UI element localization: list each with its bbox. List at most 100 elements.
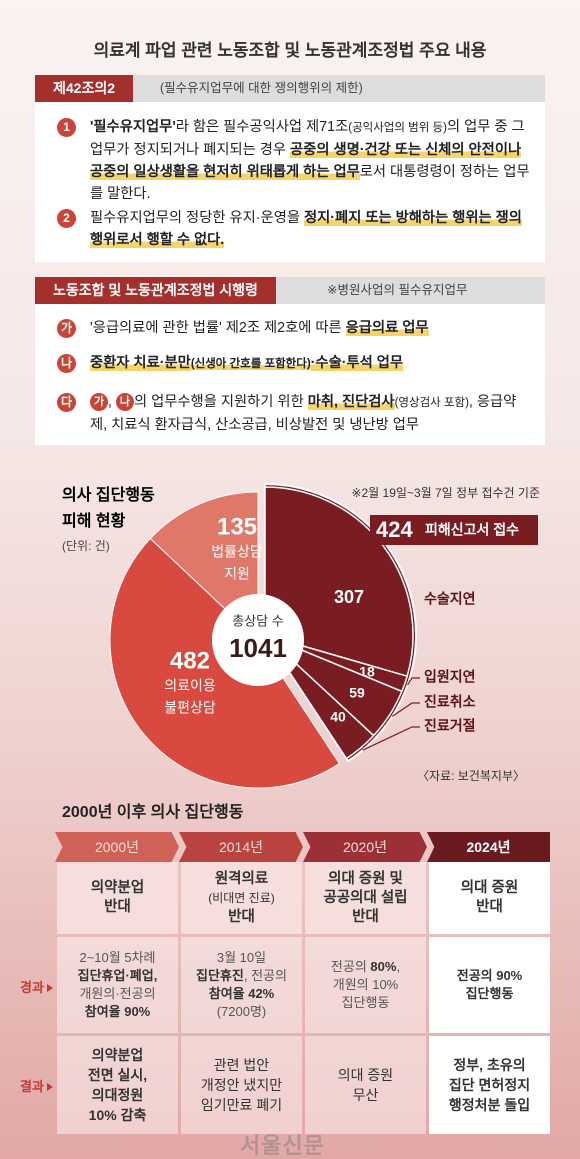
text-run: , 응급약제, 치료식 환자급식, 산소공급, 비상발전 및 냉난방 업무 bbox=[90, 394, 517, 433]
law-box: 제42조의2 (필수유지업무에 대한 쟁의행위의 제한) 1 '필수유지업무'라 … bbox=[35, 75, 545, 262]
slice-name: 진료취소 bbox=[424, 694, 476, 710]
chart-title: 피해 현황 bbox=[62, 511, 126, 530]
cell-line: 의대정원 bbox=[91, 1087, 144, 1103]
slice-value: 135 bbox=[217, 513, 257, 540]
cell-line: 정부, 초유의 bbox=[453, 1057, 526, 1073]
item-marker: 1 bbox=[57, 118, 76, 137]
decree-box: 노동조합 및 노동관계조정법 시행령 ※병원사업의 필수유지업무 가 '응급의료에… bbox=[35, 277, 545, 445]
text-run: 의 업무수행을 지원하기 위한 bbox=[133, 394, 308, 410]
cell-line: 반대 bbox=[352, 908, 379, 925]
decree-item: 가 '응급의료에 관한 법률' 제2조 제2호에 따른 응급의료 업무 bbox=[57, 317, 530, 339]
law-caption: (필수유지업무에 대한 쟁의행위의 제한) bbox=[160, 81, 363, 95]
cell-line: 집단행동 bbox=[465, 986, 514, 1001]
leader-line bbox=[391, 702, 420, 717]
year-header: 2020년 bbox=[303, 832, 427, 862]
group-value: 424 bbox=[376, 517, 413, 542]
center-circle bbox=[212, 594, 304, 686]
text-run: 중환자 치료·분만 bbox=[90, 355, 191, 371]
law-tag: 제42조의2 bbox=[35, 75, 133, 102]
item-marker: 다 bbox=[57, 393, 76, 412]
inline-marker: 가 bbox=[90, 393, 108, 411]
item-marker: 2 bbox=[57, 209, 76, 228]
text-run: 집단휴진 bbox=[196, 968, 244, 983]
slice-value: 40 bbox=[330, 709, 346, 725]
cell-line: 반대 bbox=[476, 899, 503, 915]
cell-line: (비대면 진료) bbox=[208, 890, 275, 905]
cell-line: 의약분업 bbox=[91, 1047, 144, 1063]
decree-item: 나 중환자 치료·분만(신생아 간호를 포함한다)·수술·투석 업무 bbox=[57, 352, 530, 375]
text-run: 로서 대통령령이 정하는 업무를 말한다. bbox=[90, 164, 530, 202]
unit-label: (단위: 건) bbox=[62, 539, 110, 553]
result-cell: 의약분업 전면 실시, 의대정원 10% 감축 bbox=[57, 1036, 178, 1134]
total-value: 1041 bbox=[229, 633, 287, 663]
text-run: (신생아 간호를 포함한다) bbox=[190, 358, 311, 370]
cell-line: 반대 bbox=[104, 899, 131, 915]
row-label: 결과 bbox=[20, 1076, 53, 1095]
pie-chart: 의사 집단행동 피해 현황 (단위: 건) ※2월 19일~3월 7일 정부 접… bbox=[62, 482, 540, 789]
cell-line: 3월 10일 bbox=[216, 950, 267, 965]
group-label-box bbox=[370, 515, 538, 545]
text-run: 라 함은 필수공익사업 제71조 bbox=[175, 119, 349, 135]
cell-line: 의약분업 bbox=[90, 880, 145, 896]
slice-value: 59 bbox=[349, 685, 365, 701]
inline-marker: 나 bbox=[115, 393, 134, 411]
text-run: 전공의 bbox=[330, 959, 371, 974]
decree-caption: ※병원사업의 필수유지업무 bbox=[327, 283, 468, 297]
cell-line: 참여율 42% bbox=[208, 986, 275, 1001]
cell-line: 관련 법안 bbox=[213, 1057, 270, 1073]
cell-line: 전공의 90% bbox=[456, 968, 523, 983]
text-run: ·수술·투석 업무 bbox=[310, 355, 404, 371]
cell-line: 참여율 90% bbox=[84, 1004, 151, 1019]
text-run: , 전공의 bbox=[243, 968, 287, 983]
text-run: 필수유지업무의 정당한 유지·운영을 bbox=[90, 210, 304, 226]
slice-value: 307 bbox=[334, 587, 364, 607]
timeline-title: 2000년 이후 의사 집단행동 bbox=[62, 804, 244, 821]
text-run: 80% bbox=[370, 959, 397, 974]
slice-value: 482 bbox=[170, 647, 210, 674]
year-header: 2024년 bbox=[427, 832, 550, 862]
cell-line: 10% 감축 bbox=[88, 1107, 147, 1123]
row-label: 경과 bbox=[20, 977, 53, 996]
text-run: 마취, 진단검사 bbox=[307, 394, 395, 410]
decree-tag: 노동조합 및 노동관계조정법 시행령 bbox=[35, 277, 276, 304]
slice-name: 진료거절 bbox=[424, 718, 476, 734]
slice-name: 의료이용 bbox=[164, 678, 216, 694]
cell-line: 원격의료 bbox=[214, 870, 269, 887]
year-header: 2000년 bbox=[55, 832, 179, 862]
chart-title: 의사 집단행동 bbox=[62, 485, 155, 504]
leader-line bbox=[362, 726, 420, 751]
leader-line bbox=[407, 677, 420, 686]
group-name: 피해신고서 접수 bbox=[425, 522, 519, 538]
progress-cell: 전공의 80%, 개원의 10% 집단행동 bbox=[305, 937, 426, 1033]
cell-line: 반대 bbox=[228, 908, 255, 925]
cell-line: 공공의대 설립 bbox=[323, 889, 408, 906]
text-run: (공익사업의 범위 등) bbox=[348, 122, 447, 134]
cell-line: 의대 증원 bbox=[460, 880, 519, 896]
cell-line: 의대 증원 및 bbox=[328, 870, 403, 887]
text-run: , bbox=[396, 959, 401, 974]
cell-line: 집단행동 bbox=[341, 995, 390, 1010]
cell-line: (7200명) bbox=[216, 1004, 267, 1019]
cell-line: 행정처분 돌입 bbox=[448, 1097, 531, 1113]
cell-line: 집단 면허정지 bbox=[448, 1077, 531, 1093]
text-run: 응급의료 업무 bbox=[345, 320, 429, 336]
cell-line: 개원의·전공의 bbox=[79, 986, 156, 1001]
item-marker: 가 bbox=[57, 319, 76, 338]
cell-line: 집단휴업·폐업, bbox=[77, 968, 158, 983]
cell-line: 의대 증원 bbox=[337, 1067, 394, 1083]
text-run: (영상검사 포함) bbox=[394, 397, 469, 409]
total-label: 총상담 수 bbox=[232, 613, 283, 628]
result-cell: 의대 증원 무산 bbox=[305, 1036, 426, 1134]
law-item: 1 '필수유지업무'라 함은 필수공익사업 제71조(공익사업의 범위 등)의 업… bbox=[57, 116, 530, 205]
item-marker: 나 bbox=[57, 354, 76, 373]
text-run: , bbox=[108, 394, 112, 410]
cell-line: 2~10월 5차례 bbox=[79, 950, 156, 965]
law-item: 2 필수유지업무의 정당한 유지·운영을 정지·폐지 또는 방해하는 행위는 쟁의… bbox=[57, 207, 530, 251]
